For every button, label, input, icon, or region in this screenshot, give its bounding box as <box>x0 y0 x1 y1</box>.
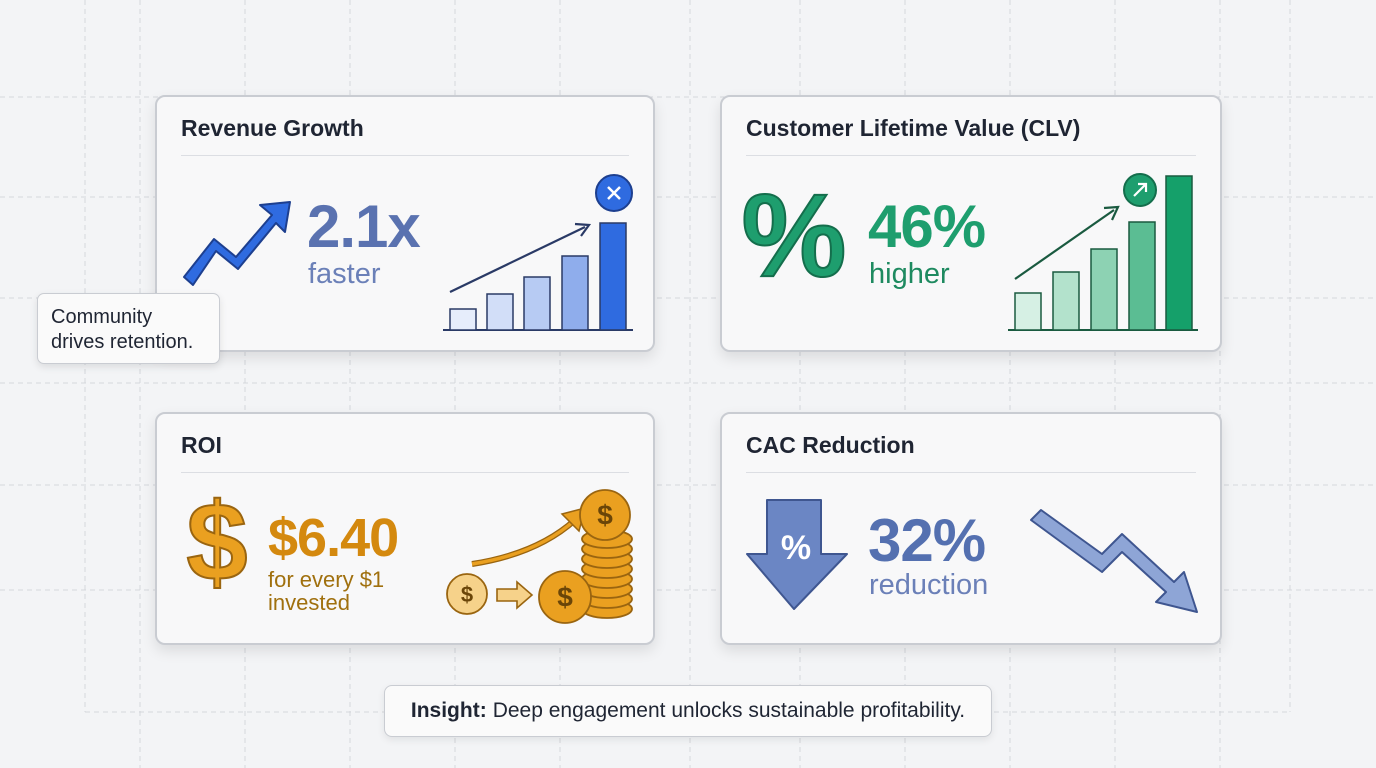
coin-glyph: $ <box>461 582 473 607</box>
icon-glyph: % <box>781 529 811 567</box>
metric-caption: for every $1 invested <box>268 568 384 614</box>
icon-glyph: % <box>742 170 847 302</box>
metric-value: 32% <box>868 507 986 574</box>
insight-label: Insight: <box>410 699 487 722</box>
coin-glyph: $ <box>557 581 573 612</box>
card-title: ROI <box>181 432 222 458</box>
card-illustration: $ $ $ $ <box>185 480 633 624</box>
metric-value: 2.1x <box>307 193 421 260</box>
card-illustration <box>183 174 633 331</box>
divider <box>181 472 629 473</box>
metric-card: $ $ $ $ ROI $6.40 for every $1 invested <box>155 412 655 645</box>
card-title: CAC Reduction <box>746 432 915 458</box>
insight-banner: Insight: Deep engagement unlocks sustain… <box>384 685 992 737</box>
metric-caption: reduction <box>869 569 989 601</box>
metric-caption: faster <box>308 258 381 290</box>
metric-card: Revenue Growth 2.1x faster <box>155 95 655 352</box>
note-line: Community <box>51 306 153 328</box>
metric-value: 46% <box>868 193 986 260</box>
card-title: Customer Lifetime Value (CLV) <box>746 115 1081 141</box>
metric-value: $6.40 <box>268 508 399 568</box>
card-title: Revenue Growth <box>181 115 364 141</box>
metric-caption: higher <box>869 258 950 290</box>
divider <box>746 155 1196 156</box>
divider <box>746 472 1196 473</box>
card-illustration: % <box>741 169 1198 331</box>
insight-text: Deep engagement unlocks sustainable prof… <box>492 699 966 722</box>
metric-card: % CAC Reduction 32% reduction <box>720 412 1222 645</box>
caption-line: invested <box>268 590 350 616</box>
divider <box>181 155 629 156</box>
coin-glyph: $ <box>597 499 613 530</box>
note-line: drives retention. <box>51 331 194 353</box>
caption-line: for every $1 <box>268 567 385 592</box>
icon-glyph: $ <box>186 481 247 604</box>
metric-card: % Customer Lifetime Value (CLV) 46% high… <box>720 95 1222 352</box>
note-bubble: Community drives retention. <box>37 293 220 364</box>
card-illustration: % <box>746 499 1198 613</box>
